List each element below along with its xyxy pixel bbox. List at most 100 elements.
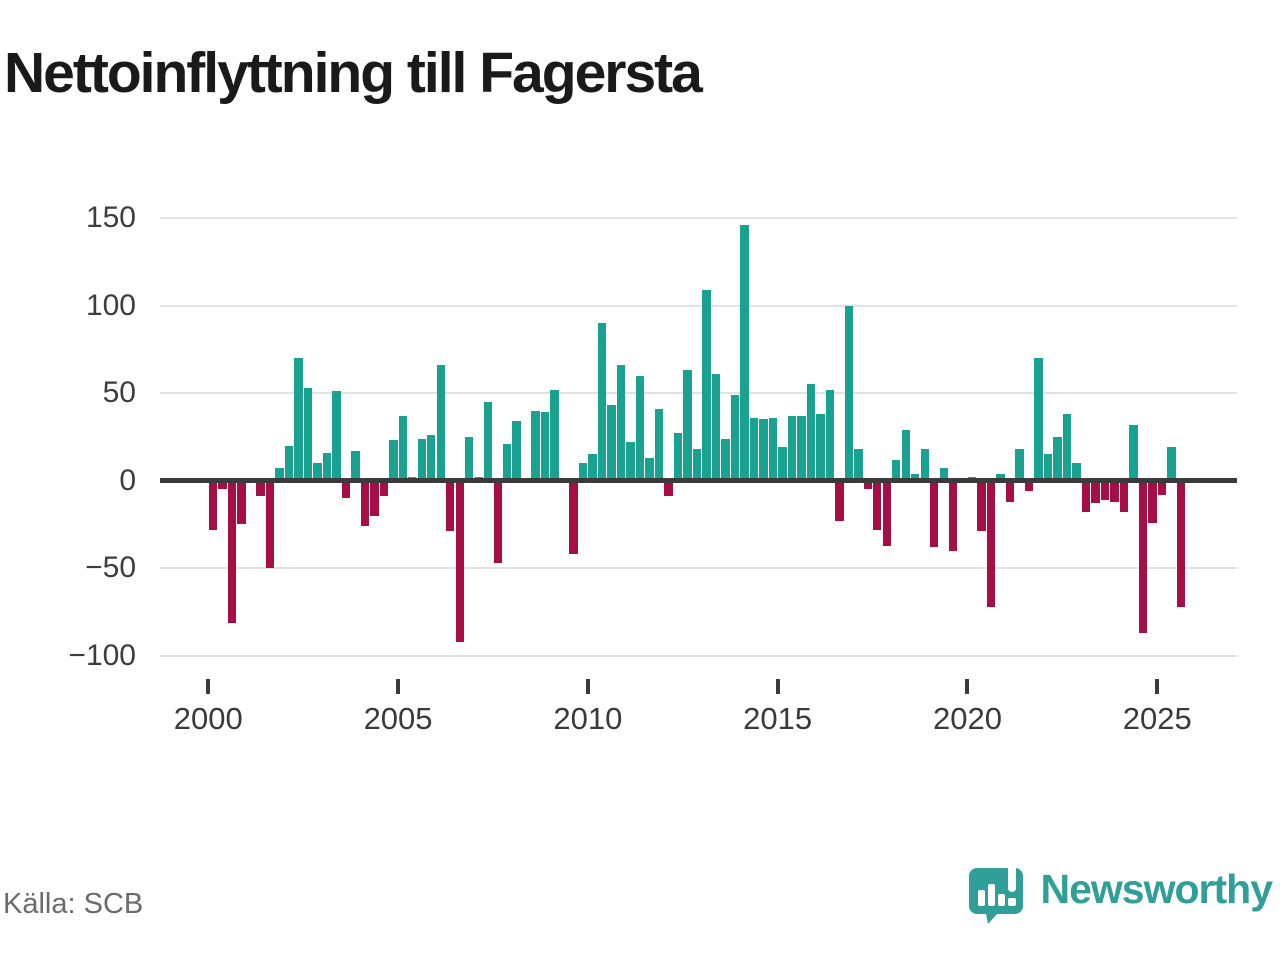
x-axis-label-2000: 2000 [173, 701, 243, 736]
bar [427, 435, 436, 481]
bar [389, 440, 398, 481]
y-axis-label: −50 [85, 551, 136, 585]
bar [892, 459, 901, 481]
bar [540, 412, 550, 481]
x-axis-label-2010: 2010 [553, 701, 623, 736]
bar [1072, 463, 1081, 481]
bar [256, 480, 265, 497]
bar [1119, 480, 1129, 513]
bar [218, 480, 227, 490]
bar [607, 405, 616, 481]
x-axis-tick-2020 [965, 679, 970, 694]
bar [730, 394, 740, 481]
bar [237, 480, 246, 525]
gridline-y100 [160, 304, 1237, 307]
bar [949, 480, 958, 551]
bar [911, 473, 920, 481]
bar [303, 387, 313, 481]
x-axis-tick-2015 [775, 679, 780, 694]
bar [835, 480, 844, 521]
source-note: Källa: SCB [3, 888, 144, 920]
bar [664, 480, 673, 497]
x-axis-label-2020: 2020 [932, 701, 1002, 736]
bar [749, 417, 759, 481]
x-axis-tick-2010 [585, 679, 590, 694]
bar-chart-speech-bubble-icon [968, 862, 1023, 924]
bar [1176, 480, 1186, 607]
y-axis-label: 100 [85, 288, 136, 322]
y-axis-label: 0 [119, 463, 136, 497]
bar [597, 323, 607, 481]
bar [465, 436, 474, 481]
bar [854, 449, 863, 481]
bar [284, 445, 294, 481]
bar [493, 480, 502, 564]
bar [1034, 358, 1043, 481]
x-axis-tick-2000 [206, 679, 211, 694]
y-axis-label: 50 [102, 376, 136, 410]
x-axis-label-2025: 2025 [1122, 701, 1192, 736]
bar [683, 370, 692, 481]
bar [417, 438, 426, 481]
bar [1091, 480, 1100, 504]
bar [1100, 480, 1110, 500]
bar [1005, 480, 1015, 502]
chart-title: Nettoinflyttning till Fagersta [4, 41, 703, 105]
bar [578, 463, 588, 481]
bar [446, 480, 455, 532]
bar [569, 480, 578, 555]
bar [379, 480, 388, 497]
bar [635, 375, 645, 481]
zero-axis-line [160, 478, 1237, 484]
bar [332, 391, 341, 481]
bar [1081, 480, 1091, 513]
bar [512, 421, 521, 481]
bar [996, 473, 1005, 481]
bar [616, 365, 626, 481]
bar [901, 429, 910, 481]
bar [313, 463, 322, 481]
newsworthy-wordmark: Newsworthy [1040, 866, 1273, 912]
bar [531, 410, 540, 481]
bar [692, 449, 702, 481]
bar [986, 480, 996, 607]
bar [1129, 424, 1138, 481]
bar [294, 358, 303, 481]
bar [351, 450, 360, 481]
bar [360, 480, 370, 527]
bar [787, 415, 797, 481]
bar [227, 480, 237, 623]
bar [930, 480, 939, 548]
gridline-y150 [160, 216, 1237, 219]
gridline-y50 [160, 392, 1237, 395]
x-axis-label-2015: 2015 [743, 701, 813, 736]
bar [844, 305, 854, 481]
bar [920, 449, 929, 481]
bar [645, 457, 654, 481]
bar [740, 224, 749, 481]
bar [1015, 449, 1024, 481]
bar [873, 480, 882, 530]
bar [370, 480, 379, 516]
bar [816, 414, 825, 481]
bar [768, 417, 778, 481]
bar [778, 447, 787, 481]
bar [797, 415, 806, 481]
bar [455, 480, 464, 642]
bar [484, 401, 493, 481]
gridline-y-50 [160, 567, 1237, 570]
bar [1110, 480, 1119, 502]
bar [341, 480, 351, 499]
bar [1062, 414, 1072, 481]
x-axis-tick-2005 [396, 679, 401, 694]
bar [1157, 480, 1167, 495]
bar [1053, 436, 1062, 481]
bar [702, 289, 711, 481]
bar [436, 365, 445, 481]
bar [654, 408, 664, 481]
bar [1024, 480, 1034, 492]
bar [588, 454, 597, 481]
x-axis-label-2005: 2005 [363, 701, 433, 736]
bar [825, 389, 835, 481]
